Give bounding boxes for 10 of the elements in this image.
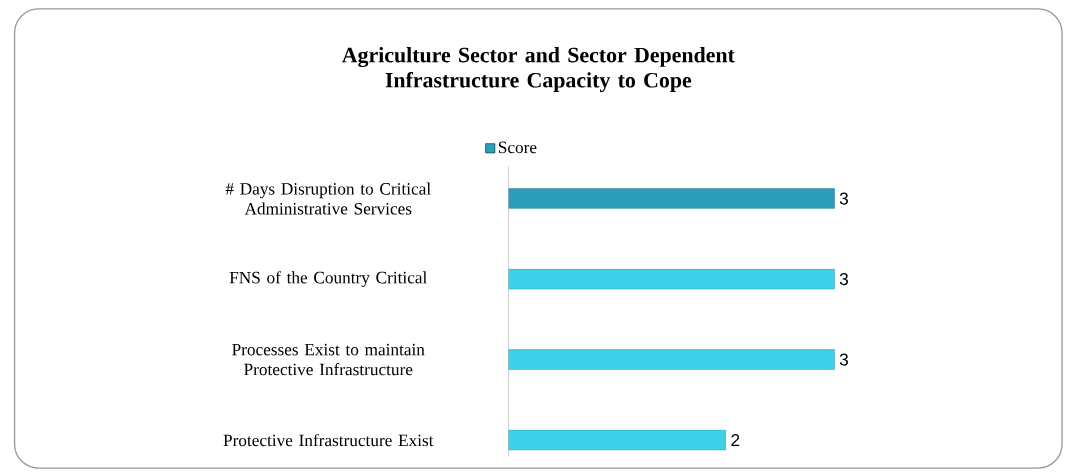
data-label: 2	[731, 434, 740, 447]
chart-title: Agriculture Sector and Sector Dependent Infrastructure Capacity to Cope	[341, 47, 735, 93]
data-label: 3	[839, 192, 848, 205]
data-label: 3	[839, 353, 848, 366]
legend-label: Score	[498, 141, 537, 154]
y-tick-label: Processes Exist to maintain Protective Infrastructure	[232, 343, 425, 376]
y-tick-label: Protective Infrastructure Exist	[223, 433, 434, 447]
data-label: 3	[839, 272, 848, 286]
y-tick-label: # Days Disruption to Critical Administrative Services	[225, 182, 431, 215]
y-tick-label: FNS of the Country Critical	[229, 271, 427, 287]
